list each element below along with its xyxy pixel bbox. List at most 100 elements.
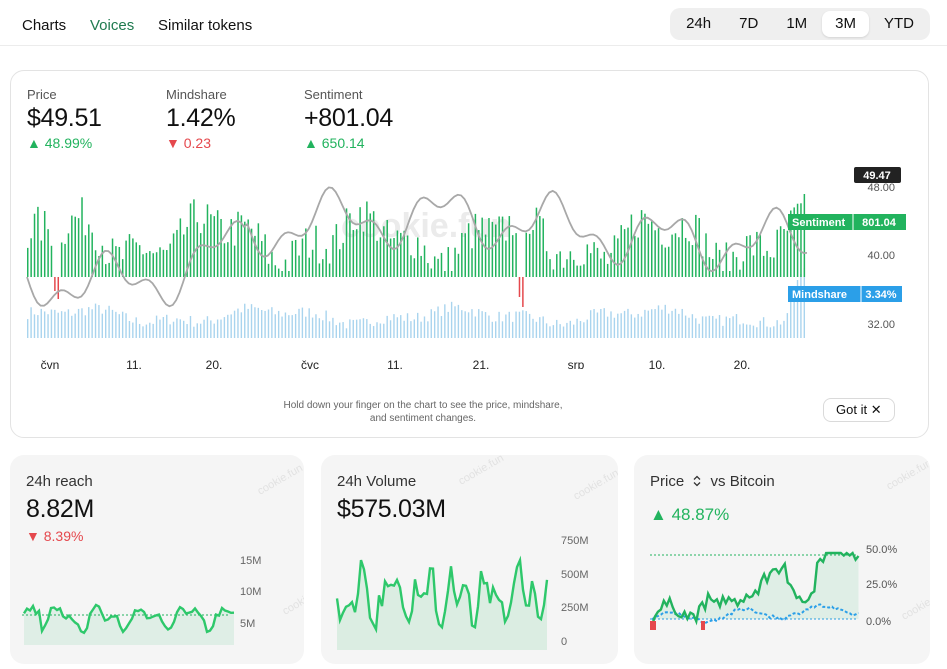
sentiment-bar — [220, 218, 222, 277]
volume-value: $575.03M — [337, 495, 446, 523]
sentiment-bar — [471, 248, 473, 277]
mindshare-bar — [735, 314, 738, 338]
mindshare-bar — [244, 303, 246, 338]
mindshare-bar — [759, 320, 761, 338]
sentiment-bar-negative — [522, 277, 524, 307]
range-1m-button[interactable]: 1M — [786, 15, 808, 32]
mindshare-bar — [203, 319, 205, 338]
mindshare-bar — [535, 321, 538, 338]
mindshare-bar — [586, 319, 588, 338]
mindshare-bar — [610, 311, 612, 338]
mindshare-bar — [125, 313, 127, 338]
sentiment-bar — [294, 239, 297, 277]
mindshare-bar — [576, 318, 578, 338]
sentiment-bar — [379, 237, 382, 277]
sentiment-bar — [88, 224, 90, 277]
tab-similar-tokens[interactable]: Similar tokens — [158, 17, 253, 34]
mindshare-bar — [223, 317, 226, 338]
sentiment-bar — [681, 218, 684, 277]
sentiment-label: Sentiment — [304, 87, 363, 102]
mindshare-bar — [756, 327, 758, 338]
sentiment-bar — [277, 268, 280, 277]
sentiment-bar — [569, 251, 572, 277]
range-ytd-button[interactable]: YTD — [884, 15, 914, 32]
price-vs-title: Price vs Bitcoin — [650, 473, 775, 490]
sentiment-bar — [111, 238, 114, 277]
chevron-updown-icon[interactable] — [692, 475, 702, 487]
sentiment-bar — [651, 221, 653, 277]
sentiment-bar — [484, 234, 487, 277]
sentiment-bar — [749, 235, 751, 277]
mindshare-bar — [257, 307, 260, 338]
sentiment-bar — [67, 233, 70, 277]
range-7d-button[interactable]: 7D — [739, 15, 759, 32]
price-vs-bitcoin-card[interactable]: cookie.fun cookie.fun 50.0% 25.0% 0.0% Price… — [634, 455, 930, 664]
sentiment-bar — [64, 243, 66, 277]
mindshare-bar — [708, 315, 711, 338]
mindshare-bar — [667, 313, 670, 338]
mindshare-bar — [240, 312, 243, 338]
sentiment-value: +801.04 — [304, 104, 393, 132]
sentiment-bar — [60, 242, 63, 277]
sentiment-bar — [162, 249, 165, 277]
sentiment-bar — [437, 258, 439, 277]
mindshare-bar — [406, 313, 409, 338]
sentiment-bar — [637, 237, 639, 277]
volume-card[interactable]: cookie.fun cookie.fun 750M 500M 250M 0 24h Vo… — [321, 455, 618, 664]
tab-voices[interactable]: Voices — [90, 17, 135, 34]
mindshare-bar — [695, 318, 697, 338]
top-navigation: Charts Voices Similar tokens 24h 7D 1M 3… — [0, 0, 947, 46]
sentiment-bar — [573, 259, 575, 277]
sentiment-bar — [33, 213, 36, 277]
mindshare-bar — [94, 303, 97, 338]
mindshare-bar — [372, 326, 375, 338]
sentiment-bar — [423, 245, 426, 277]
tab-charts[interactable]: Charts — [22, 17, 67, 34]
mindshare-bar — [447, 311, 449, 338]
mindshare-value: 1.42% — [166, 104, 236, 132]
sentiment-bar — [461, 232, 463, 277]
mindshare-bar — [803, 268, 806, 338]
mindshare-bar — [556, 319, 558, 338]
reach-card[interactable]: cookie.fun cookie.fun 15M 10M 5M 24h reach 8… — [10, 455, 304, 664]
range-24h-button[interactable]: 24h — [686, 15, 712, 32]
mindshare-bar — [339, 322, 341, 338]
sentiment-bar — [661, 244, 663, 277]
mindshare-bar — [322, 320, 324, 338]
reach-sparkline: cookie.fun cookie.fun 15M 10M 5M — [22, 462, 304, 645]
sentiment-bar — [576, 265, 578, 277]
mindshare-bar — [47, 314, 49, 338]
mindshare-bar — [651, 309, 653, 338]
got-it-button[interactable]: Got it ✕ — [823, 398, 895, 422]
mindshare-bar — [196, 323, 198, 338]
mindshare-bar — [355, 319, 358, 338]
mindshare-tag — [788, 286, 902, 302]
sentiment-bar — [40, 240, 43, 277]
mindshare-bar — [27, 319, 29, 338]
mindshare-bar — [671, 310, 673, 338]
sentiment-bar — [98, 256, 100, 277]
mindshare-bar — [210, 320, 212, 338]
sentiment-bar — [186, 226, 188, 277]
sentiment-bar — [37, 206, 39, 277]
sentiment-bar — [695, 214, 697, 277]
mindshare-bar — [457, 304, 460, 338]
reach-line — [22, 603, 235, 635]
sentiment-bar — [454, 247, 456, 277]
range-3m-button[interactable]: 3M — [822, 11, 869, 37]
mindshare-bar — [793, 286, 795, 338]
sentiment-bar — [301, 238, 304, 277]
mindshare-bar — [495, 321, 497, 338]
x-tick-label: 11. — [387, 358, 403, 369]
sentiment-bar — [769, 257, 772, 277]
volume-title: 24h Volume — [337, 473, 417, 490]
mindshare-bar — [664, 304, 666, 338]
mindshare-bar — [433, 311, 436, 338]
mindshare-bar — [379, 323, 382, 338]
mindshare-bar — [688, 317, 690, 338]
sentiment-bar — [606, 263, 609, 277]
mindshare-bar — [440, 316, 443, 338]
sentiment-bar — [688, 241, 690, 277]
sentiment-bar — [125, 240, 127, 277]
